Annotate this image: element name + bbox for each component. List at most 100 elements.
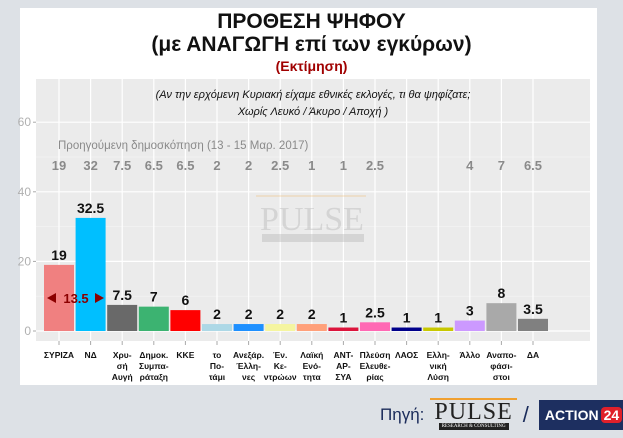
category-label-line: Λύση xyxy=(427,372,449,382)
previous-value-label: 19 xyxy=(52,158,66,173)
previous-value-label: 6.5 xyxy=(524,158,542,173)
category-label-line: Δημοκ. xyxy=(139,350,168,360)
bar xyxy=(233,324,264,331)
question-line-1: (Αν την ερχόμενη Κυριακή είχαμε εθνικές … xyxy=(156,89,471,101)
bar xyxy=(265,324,296,331)
category-label: ΑΝΤ-ΑΡ-ΣΥΑ xyxy=(333,350,353,382)
category-label: ΚΚΕ xyxy=(176,350,194,360)
previous-value-label: 7 xyxy=(498,158,505,173)
previous-value-label: 2 xyxy=(245,158,252,173)
category-label-line: Λαϊκή xyxy=(300,350,323,360)
category-label-line: Ανεξάρ. xyxy=(233,350,264,360)
bar xyxy=(75,217,106,331)
difference-label: 13.5 xyxy=(63,291,88,306)
category-label-line: ΑΡ- xyxy=(336,361,351,371)
arrow-right-icon xyxy=(95,293,104,303)
y-tick-label: 60 xyxy=(18,115,32,129)
category-label: Αναπο-φάσι-στοι xyxy=(486,350,516,382)
category-label-line: ΝΔ xyxy=(84,350,96,360)
svg-text:PULSE: PULSE xyxy=(260,201,364,238)
value-label: 7.5 xyxy=(112,287,132,303)
category-label: Ελλη-νική Λύση xyxy=(427,350,450,382)
previous-value-label: 32 xyxy=(83,158,97,173)
bar xyxy=(170,310,201,331)
action24-logo: ACTION 24 xyxy=(538,400,623,430)
category-label: Λαϊκή Ενό-τητα xyxy=(300,350,323,382)
bar xyxy=(518,318,548,331)
category-label: ΔΑ xyxy=(527,350,539,360)
category-label-line: Ενό- xyxy=(303,361,322,371)
value-label: 2 xyxy=(308,306,316,322)
previous-value-label: 1 xyxy=(340,158,347,173)
y-tick-label: 40 xyxy=(18,185,32,199)
bar xyxy=(107,304,138,331)
bar xyxy=(486,303,517,331)
category-label-line: ντρώων xyxy=(264,372,297,382)
question-line-2: Χωρίς Λευκό / Άκυρο / Αποχή ) xyxy=(237,106,389,118)
category-label-line: Άλλο xyxy=(459,350,480,360)
value-label: 1 xyxy=(340,310,348,326)
pulse-tagline: RESEARCH & CONSULTING xyxy=(438,422,509,430)
category-label-line: το xyxy=(213,350,222,360)
bar xyxy=(360,322,390,331)
bar xyxy=(391,327,422,331)
category-label: Ανεξάρ. Έλλη-νες xyxy=(233,350,264,382)
category-label-line: ρίας xyxy=(366,372,384,382)
bar xyxy=(423,327,454,331)
chart-title: ΠΡΟΘΕΣΗ ΨΗΦΟΥ xyxy=(217,10,406,33)
category-label-line: Συμπα- xyxy=(139,361,169,371)
value-label: 32.5 xyxy=(77,200,104,216)
category-label: ΝΔ xyxy=(84,350,96,360)
pulse-logo-text: PULSE xyxy=(434,398,513,425)
category-label-line: ΚΚΕ xyxy=(176,350,194,360)
category-label: Δημοκ. Συμπα-ράταξη xyxy=(139,350,169,382)
previous-value-label: 6.5 xyxy=(145,158,163,173)
category-label-line: ΛΑΟΣ xyxy=(395,350,418,360)
separator: / xyxy=(522,402,529,427)
bar xyxy=(202,324,232,331)
category-label: ΣΥΡΙΖΑ xyxy=(44,350,74,360)
category-label-line: τάμι xyxy=(209,372,226,382)
previous-value-label: 2.5 xyxy=(271,158,289,173)
value-label: 2 xyxy=(276,306,284,322)
previous-value-label: 2 xyxy=(213,158,220,173)
action-text: ACTION xyxy=(544,407,599,423)
category-label-line: τητα xyxy=(303,372,322,382)
category-label-line: ΔΑ xyxy=(527,350,539,360)
category-label-line: Πο- xyxy=(210,361,224,371)
bar xyxy=(328,327,359,331)
value-label: 8 xyxy=(498,285,506,301)
pulse-watermark: PULSE xyxy=(256,195,366,242)
category-label-line: ράταξη xyxy=(140,372,168,382)
category-label-line: ΣΥΡΙΖΑ xyxy=(44,350,74,360)
category-label-line: σή xyxy=(117,361,128,371)
y-tick-label: 20 xyxy=(18,254,32,268)
value-label: 1 xyxy=(434,310,442,326)
category-label-line: ΣΥΑ xyxy=(335,372,351,382)
action-number: 24 xyxy=(600,407,623,423)
bar xyxy=(138,306,169,331)
category-label-line: φάσι- xyxy=(490,361,512,371)
arrow-left-icon xyxy=(47,293,56,303)
y-tick-label: 0 xyxy=(24,324,31,338)
category-label-line: νες xyxy=(242,372,256,382)
category-label-line: Χρυ- xyxy=(113,350,132,360)
difference-annotation: 13.5 xyxy=(47,291,104,306)
bar xyxy=(454,320,485,331)
value-label: 2 xyxy=(245,306,253,322)
previous-value-label: 1 xyxy=(308,158,315,173)
category-label: Άλλο xyxy=(459,350,480,360)
value-label: 19 xyxy=(51,247,67,263)
category-label-line: Ελλη- xyxy=(427,350,450,360)
category-label: το Πο-τάμι xyxy=(209,350,226,382)
value-label: 2 xyxy=(213,306,221,322)
category-label-line: Έν. xyxy=(273,350,287,360)
category-label: Χρυ-σή Αυγή xyxy=(112,350,133,382)
category-label-line: Αναπο- xyxy=(486,350,516,360)
category-label-line: Κε- xyxy=(274,361,287,371)
value-label: 3.5 xyxy=(523,301,543,317)
category-label: ΛΑΟΣ xyxy=(395,350,418,360)
value-label: 6 xyxy=(182,292,190,308)
value-label: 1 xyxy=(403,310,411,326)
